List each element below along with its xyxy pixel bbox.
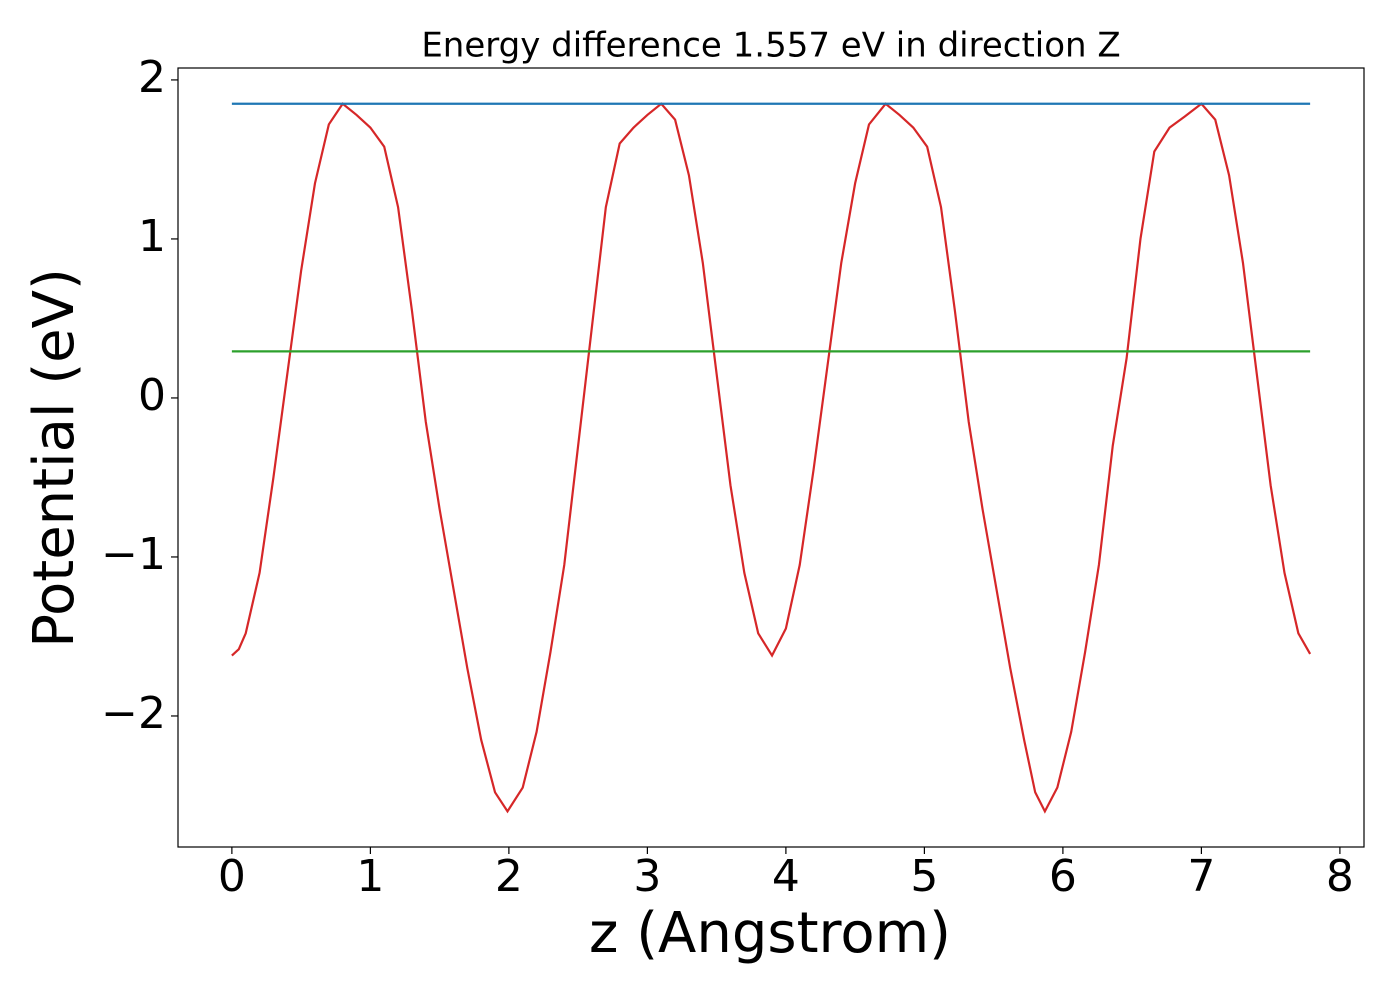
- x-tick-label: 0: [218, 851, 246, 902]
- y-tick-label: 0: [138, 370, 166, 421]
- x-axis-label: z (Angstrom): [589, 901, 951, 966]
- y-axis-label: Potential (eV): [22, 268, 87, 648]
- x-tick-label: 8: [1326, 851, 1354, 902]
- y-tick-label: −1: [101, 529, 166, 580]
- y-tick-label: 2: [138, 52, 166, 103]
- chart-title: Energy difference 1.557 eV in direction …: [421, 26, 1120, 66]
- y-tick-label: −2: [101, 688, 166, 739]
- x-tick-label: 6: [1049, 851, 1077, 902]
- y-tick-label: 1: [138, 211, 166, 262]
- plot-frame: [177, 67, 1365, 848]
- line-series: [231, 102, 1312, 814]
- x-tick-label: 3: [633, 851, 661, 902]
- x-tick-label: 2: [495, 851, 523, 902]
- x-tick-label: 5: [910, 851, 938, 902]
- x-tick-label: 7: [1187, 851, 1215, 902]
- x-tick-label: 1: [356, 851, 384, 902]
- x-tick-label: 4: [772, 851, 800, 902]
